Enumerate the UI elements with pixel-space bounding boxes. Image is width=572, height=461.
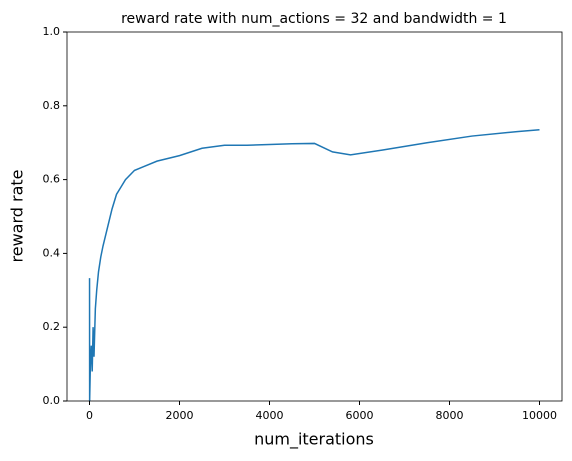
y-tick-label: 1.0 [43, 25, 61, 38]
x-tick-label: 10000 [522, 409, 557, 422]
y-axis-label: reward rate [8, 170, 27, 263]
x-tick-label: 0 [86, 409, 93, 422]
plot-frame [66, 31, 563, 402]
y-tick-label: 0.0 [43, 394, 61, 407]
line-series [88, 129, 540, 402]
x-tick-label: 6000 [346, 409, 374, 422]
x-axis-label: num_iterations [254, 430, 374, 450]
y-tick-label: 0.4 [43, 246, 61, 259]
y-tick-label: 0.6 [43, 173, 61, 186]
x-tick-label: 2000 [166, 409, 194, 422]
y-tick-label: 0.8 [43, 99, 61, 112]
chart-title: reward rate with num_actions = 32 and ba… [121, 11, 507, 27]
y-tick-label: 0.2 [43, 320, 61, 333]
x-tick-label: 4000 [256, 409, 284, 422]
x-tick-label: 8000 [436, 409, 464, 422]
